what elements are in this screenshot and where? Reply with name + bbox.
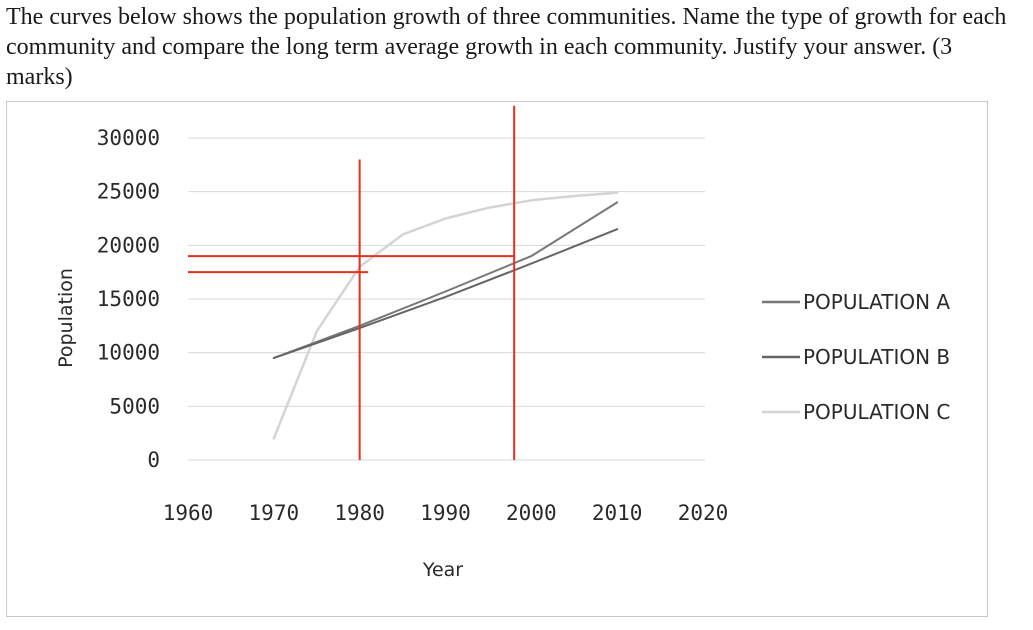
x-tick-1990: 1990: [420, 501, 471, 525]
population-c-legend-label: POPULATION C: [803, 400, 950, 424]
y-tick-labels: 0 5000 10000 15000 20000 25000 30000: [97, 126, 160, 472]
population-a-line: [272, 201, 619, 359]
y-tick-10000: 10000: [97, 341, 160, 365]
legend: POPULATION A POPULATION B POPULATION C: [762, 290, 950, 424]
chart-frame: [6, 101, 988, 617]
y-tick-30000: 30000: [97, 126, 160, 150]
grid-layer: [188, 137, 705, 461]
x-tick-2010: 2010: [592, 501, 643, 525]
population-a-legend-label: POPULATION A: [803, 290, 950, 314]
x-axis-title: Year: [422, 559, 463, 581]
y-tick-0: 0: [147, 448, 160, 472]
x-tick-2000: 2000: [506, 501, 557, 525]
population-c-line: [272, 191, 619, 440]
y-tick-20000: 20000: [97, 233, 160, 257]
x-tick-2020: 2020: [678, 501, 729, 525]
population-b-line: [272, 228, 619, 359]
x-tick-1970: 1970: [249, 501, 300, 525]
series-layer: [272, 191, 619, 440]
x-tick-1960: 1960: [163, 501, 214, 525]
population-b-legend-label: POPULATION B: [803, 345, 950, 369]
x-tick-1980: 1980: [334, 501, 385, 525]
y-tick-15000: 15000: [97, 287, 160, 311]
x-tick-labels: 1960 1970 1980 1990 2000 2010 2020: [163, 501, 729, 525]
annotation-layer: [188, 105, 516, 460]
y-tick-25000: 25000: [97, 180, 160, 204]
y-axis-title: Population: [55, 268, 77, 368]
y-tick-5000: 5000: [109, 394, 160, 418]
question-text: The curves below shows the population gr…: [6, 4, 1007, 90]
